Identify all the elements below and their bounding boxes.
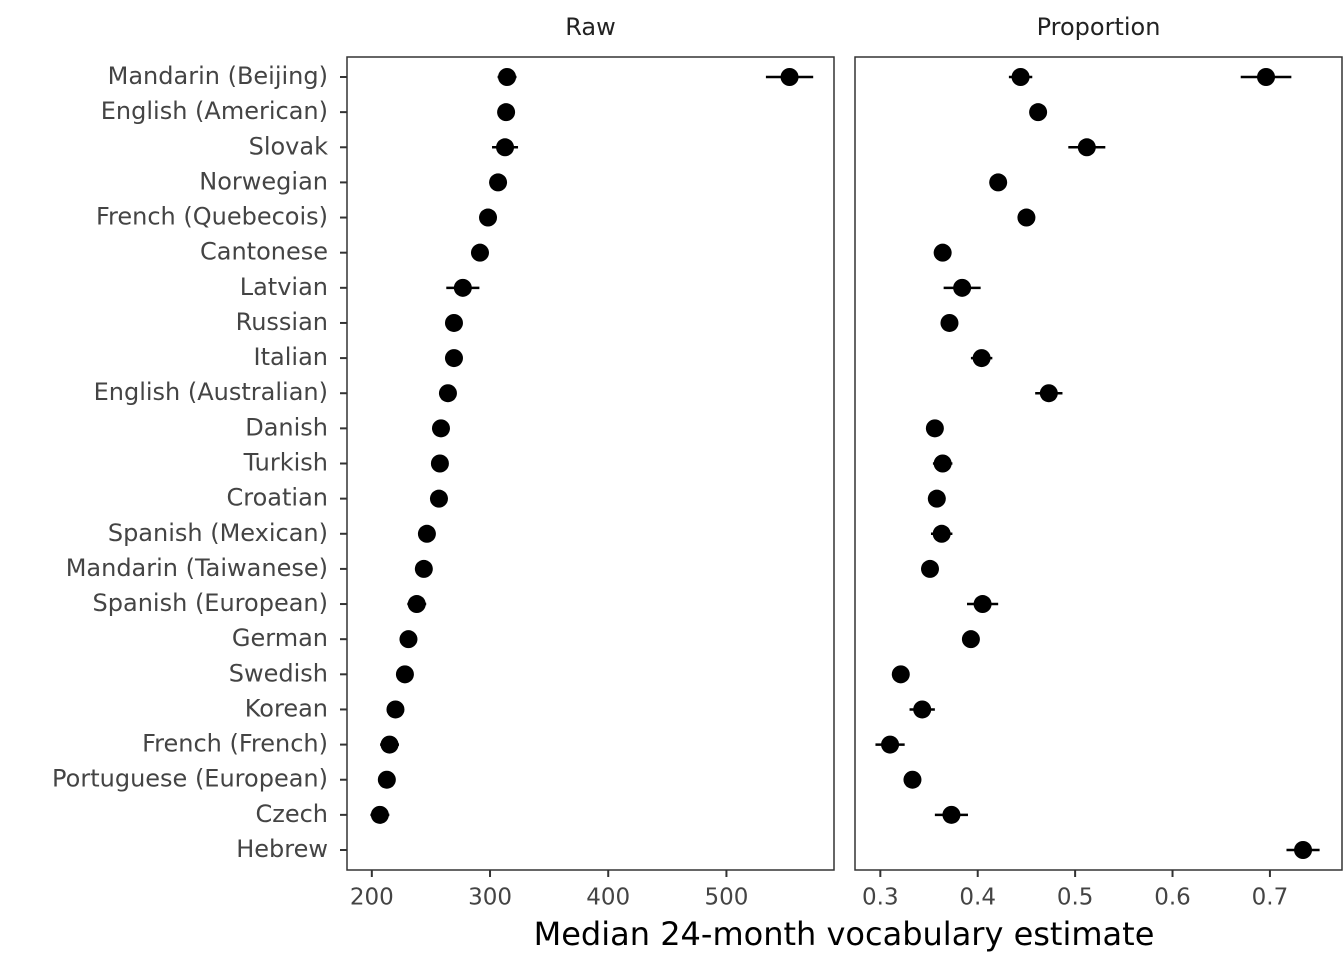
y-tick-label: German xyxy=(232,624,328,652)
point xyxy=(953,278,972,297)
point xyxy=(470,243,489,262)
point xyxy=(1029,103,1048,122)
y-tick-label: Italian xyxy=(254,343,328,371)
y-tick-label: English (Australian) xyxy=(94,378,328,406)
point xyxy=(380,735,399,754)
point xyxy=(1077,138,1096,157)
point xyxy=(430,454,449,473)
y-tick-label: Cantonese xyxy=(200,238,328,266)
point xyxy=(407,595,426,614)
point xyxy=(780,68,799,86)
y-tick-label: Latvian xyxy=(240,273,328,301)
y-tick-label: French (French) xyxy=(142,730,328,758)
x-tick-label: 0.7 xyxy=(1252,885,1289,911)
point xyxy=(431,419,450,438)
panel-title: Raw xyxy=(565,13,615,41)
y-tick-label: French (Quebecois) xyxy=(96,203,328,231)
point xyxy=(386,700,405,719)
y-tick-label: Spanish (European) xyxy=(93,589,328,617)
y-tick-label: Norwegian xyxy=(199,167,328,195)
x-tick-label: 0.5 xyxy=(1057,885,1094,911)
point xyxy=(429,489,448,508)
x-tick-label: 400 xyxy=(586,885,630,911)
point xyxy=(942,805,961,824)
point xyxy=(453,278,472,297)
point xyxy=(496,138,515,157)
point xyxy=(932,524,951,543)
x-tick-label: 0.3 xyxy=(862,885,899,911)
x-tick-label: 0.6 xyxy=(1154,885,1191,911)
y-tick-label: English (American) xyxy=(101,97,328,125)
x-tick-label: 300 xyxy=(468,885,512,911)
point xyxy=(933,454,952,473)
point xyxy=(925,419,944,438)
point xyxy=(395,665,414,684)
point xyxy=(377,770,396,789)
x-tick-label: 200 xyxy=(350,885,394,911)
point xyxy=(1011,68,1030,86)
point xyxy=(370,805,389,824)
point xyxy=(479,208,498,227)
x-tick-label: 0.4 xyxy=(959,885,996,911)
point xyxy=(1017,208,1036,227)
x-tick-label: 500 xyxy=(704,885,748,911)
point xyxy=(438,384,457,403)
y-tick-label: Croatian xyxy=(227,484,328,512)
point xyxy=(444,349,463,368)
y-tick-label: Hebrew xyxy=(236,835,328,863)
point xyxy=(913,700,932,719)
y-tick-label: Mandarin (Beijing) xyxy=(108,62,328,90)
y-tick-label: Danish xyxy=(245,413,328,441)
x-axis-title: Median 24-month vocabulary estimate xyxy=(534,915,1155,953)
point xyxy=(399,630,418,649)
y-tick-label: Korean xyxy=(245,694,328,722)
point xyxy=(903,770,922,789)
y-tick-label: Slovak xyxy=(249,132,328,160)
point xyxy=(1257,68,1276,86)
panel-title: Proportion xyxy=(1037,13,1161,41)
point xyxy=(489,173,508,192)
point xyxy=(989,173,1008,192)
point xyxy=(920,559,939,578)
point xyxy=(961,630,980,649)
y-tick-label: Turkish xyxy=(243,449,328,477)
point xyxy=(498,68,517,86)
point xyxy=(414,559,433,578)
point xyxy=(1039,384,1058,403)
point xyxy=(1294,841,1313,859)
y-tick-label: Swedish xyxy=(229,659,328,687)
y-tick-label: Portuguese (European) xyxy=(52,765,328,793)
point xyxy=(927,489,946,508)
point xyxy=(444,313,463,332)
point xyxy=(940,313,959,332)
point xyxy=(891,665,910,684)
point xyxy=(972,349,991,368)
panel-border xyxy=(346,56,835,871)
point xyxy=(933,243,952,262)
point xyxy=(973,595,992,614)
point xyxy=(881,735,900,754)
y-tick-label: Mandarin (Taiwanese) xyxy=(66,554,328,582)
y-tick-label: Russian xyxy=(236,308,328,336)
point xyxy=(417,524,436,543)
y-tick-label: Spanish (Mexican) xyxy=(108,519,328,547)
y-tick-label: Czech xyxy=(255,800,328,828)
point xyxy=(497,103,516,122)
panel-border xyxy=(854,56,1343,871)
